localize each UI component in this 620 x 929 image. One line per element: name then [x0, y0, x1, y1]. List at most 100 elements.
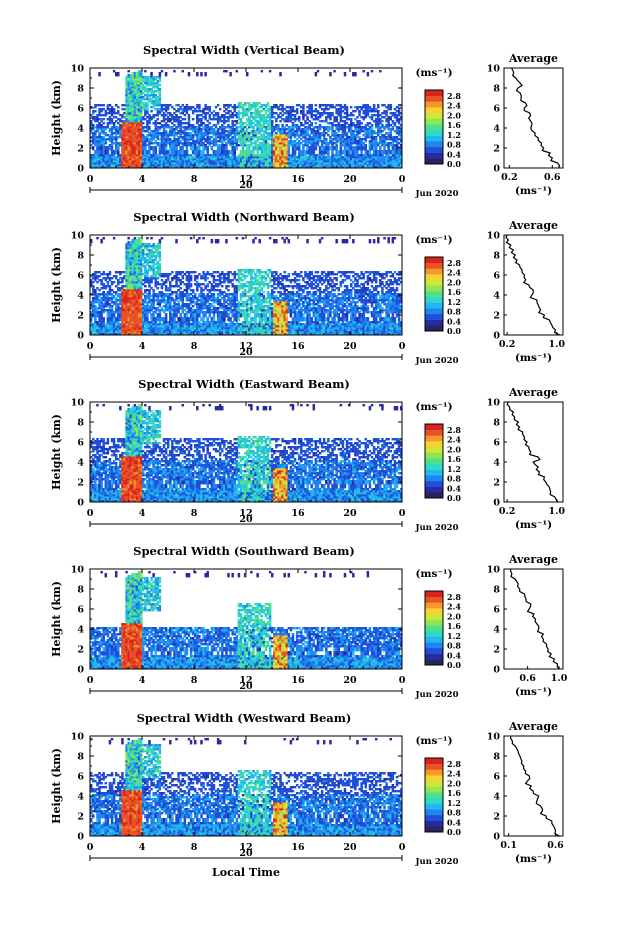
heatmap-cell	[237, 102, 241, 105]
heatmap-cell	[181, 156, 184, 159]
heatmap-cell	[295, 142, 299, 145]
heatmap-cell	[185, 144, 189, 147]
heatmap-cell	[218, 132, 222, 135]
heatmap-cell	[377, 128, 380, 131]
heatmap-cell	[106, 118, 110, 121]
heatmap-cell	[94, 156, 97, 159]
heatmap-cell	[221, 150, 224, 153]
heatmap-cell	[133, 317, 137, 320]
heatmap-cell	[106, 124, 110, 127]
heatmap-cell	[94, 321, 97, 324]
heatmap-cell	[206, 148, 209, 151]
heatmap-cell	[364, 152, 368, 155]
heatmap-cell	[345, 110, 349, 113]
heatmap-cell	[241, 156, 245, 159]
heatmap-cell	[137, 301, 141, 304]
heatmap-cell	[331, 150, 334, 153]
heatmap-cell	[92, 134, 95, 137]
heatmap-cell	[131, 136, 135, 139]
heatmap-cell	[139, 317, 143, 320]
heatmap-cell	[256, 124, 259, 127]
heatmap-cell	[399, 128, 403, 131]
heatmap-cell	[110, 110, 114, 113]
heatmap-cell	[372, 144, 376, 147]
heatmap-cell	[385, 124, 388, 127]
heatmap-cell	[275, 126, 278, 129]
heatmap-cell	[281, 126, 284, 129]
heatmap-cell	[397, 154, 401, 157]
heatmap-cell	[139, 130, 143, 133]
heatmap-cell	[239, 118, 243, 121]
heatmap-cell	[314, 138, 318, 141]
heatmap-cell	[112, 128, 116, 131]
heatmap-cell	[133, 237, 137, 240]
heatmap-cell	[235, 106, 239, 109]
heatmap-cell	[381, 138, 384, 141]
heatmap-cell	[306, 164, 309, 167]
heatmap-cell	[362, 164, 365, 167]
heatmap-cell	[264, 136, 268, 139]
heatmap-cell	[320, 126, 324, 129]
heatmap-cell	[262, 134, 266, 137]
heatmap-cell	[133, 251, 137, 254]
heatmap-cell	[102, 277, 105, 280]
heatmap-cell	[121, 287, 124, 290]
heatmap-cell	[191, 146, 195, 149]
heatmap-cell	[356, 124, 359, 127]
heatmap-cell	[144, 98, 147, 101]
heatmap-cell	[164, 106, 168, 109]
heatmap-cell	[214, 156, 218, 159]
heatmap-cell	[123, 319, 126, 322]
heatmap-cell	[127, 263, 130, 266]
heatmap-cell	[139, 253, 143, 256]
heatmap-cell	[129, 130, 132, 133]
heatmap-cell	[239, 156, 243, 159]
heatmap-cell	[142, 166, 145, 169]
heatmap-cell	[277, 148, 280, 151]
heatmap-cell	[260, 70, 264, 73]
heatmap-cell	[377, 124, 380, 127]
heatmap-cell	[327, 104, 330, 107]
heatmap-cell	[395, 152, 399, 155]
heatmap-cell	[139, 263, 143, 266]
heatmap-cell	[166, 120, 170, 123]
heatmap-cell	[260, 104, 264, 107]
heatmap-cell	[166, 138, 170, 141]
heatmap-cell	[308, 166, 311, 169]
heatmap-cell	[125, 90, 128, 93]
heatmap-cell	[391, 162, 395, 165]
heatmap-cell	[370, 126, 374, 129]
heatmap-cell	[379, 122, 382, 125]
heatmap-cell	[129, 86, 132, 89]
heatmap-cell	[266, 114, 270, 117]
heatmap-cell	[277, 128, 280, 131]
heatmap-cell	[399, 104, 403, 107]
heatmap-cell	[273, 126, 276, 129]
heatmap-cell	[231, 164, 234, 167]
heatmap-cell	[129, 80, 132, 83]
heatmap-cell	[397, 128, 401, 131]
heatmap-cell	[227, 158, 230, 161]
heatmap-cell	[144, 78, 147, 81]
heatmap-cell	[100, 283, 103, 286]
heatmap-cell	[252, 156, 255, 159]
heatmap-cell	[333, 146, 336, 149]
heatmap-cell	[139, 152, 143, 155]
heatmap-cell	[241, 108, 245, 111]
heatmap-cell	[148, 118, 151, 121]
heatmap-cell	[121, 130, 124, 133]
heatmap-cell	[146, 138, 149, 141]
y-axis-label: Height (km)	[50, 80, 63, 156]
heatmap-cell	[316, 140, 320, 143]
heatmap-cell	[125, 307, 128, 310]
heatmap-cell	[133, 247, 137, 250]
heatmap-cell	[281, 164, 284, 167]
heatmap-cell	[185, 154, 189, 157]
heatmap-cell	[237, 106, 241, 109]
heatmap-cell	[287, 154, 291, 157]
heatmap-cell	[179, 142, 182, 145]
heatmap-cell	[250, 116, 253, 119]
heatmap-cell	[356, 122, 359, 125]
heatmap-cell	[318, 136, 322, 139]
heatmap-cell	[100, 114, 103, 117]
